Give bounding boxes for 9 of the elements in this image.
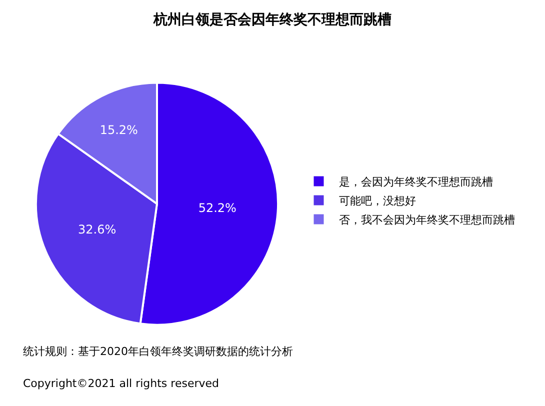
text: 统计规则：基于2020年白领年终奖调研数据的统计分析 <box>23 345 293 358</box>
legend-label: 可能吧，没想好 <box>338 194 416 208</box>
data-label: 32.6% <box>78 222 116 237</box>
data-label: 15.2% <box>100 123 138 138</box>
chart-title: 杭州白领是否会因年终奖不理想而跳槽 <box>152 11 392 28</box>
legend-label: 是，会因为年终奖不理想而跳槽 <box>338 175 493 188</box>
text: Copyright©2021 all rights reserved <box>23 377 219 390</box>
legend-label: 否，我不会因为年终奖不理想而跳槽 <box>338 213 515 226</box>
data-label: 52.2% <box>198 200 236 215</box>
